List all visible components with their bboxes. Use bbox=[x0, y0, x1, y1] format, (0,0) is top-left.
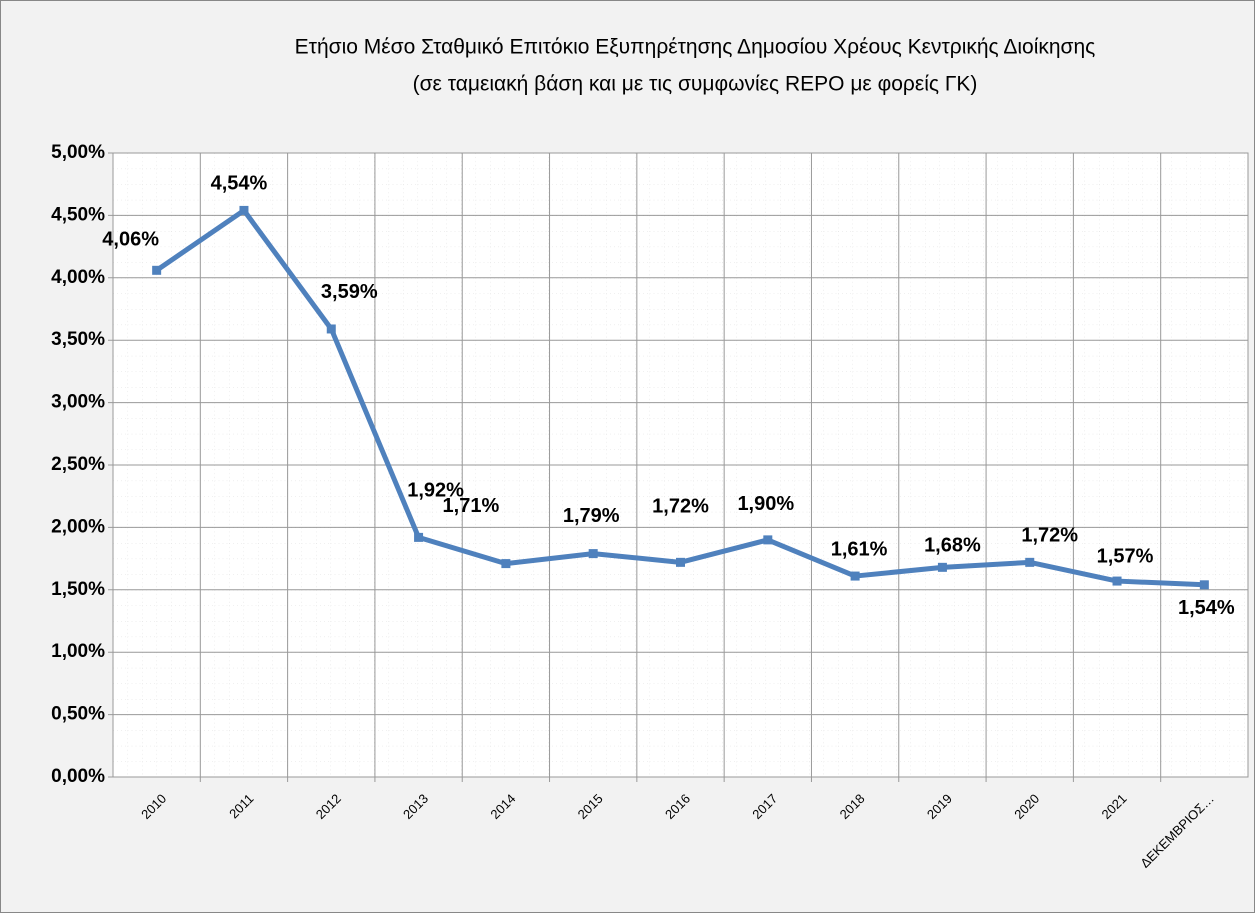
marker bbox=[1199, 580, 1209, 590]
marker bbox=[326, 324, 336, 334]
chart-title: Ετήσιο Μέσο Σταθμικό Επιτόκιο Εξυπηρέτησ… bbox=[295, 36, 1096, 59]
y-tick-label: 2,50% bbox=[51, 454, 105, 475]
data-label: 4,06% bbox=[102, 229, 159, 251]
data-label: 1,54% bbox=[1178, 597, 1235, 619]
marker bbox=[1112, 576, 1122, 586]
y-tick-label: 3,00% bbox=[51, 392, 105, 413]
data-label: 1,90% bbox=[737, 493, 794, 515]
data-label: 1,57% bbox=[1097, 545, 1154, 567]
data-label: 1,92% bbox=[407, 480, 464, 502]
y-tick-label: 1,50% bbox=[51, 579, 105, 600]
marker bbox=[676, 557, 685, 567]
y-tick-label: 2,00% bbox=[51, 516, 105, 537]
marker bbox=[414, 532, 424, 542]
marker bbox=[588, 549, 598, 559]
marker bbox=[763, 535, 773, 545]
marker bbox=[239, 205, 249, 215]
marker bbox=[1025, 557, 1035, 567]
data-label: 1,71% bbox=[443, 495, 500, 517]
marker bbox=[850, 571, 860, 581]
data-label: 4,54% bbox=[211, 173, 268, 195]
y-tick-label: 0,00% bbox=[51, 766, 105, 787]
y-tick-label: 5,00% bbox=[51, 142, 105, 163]
data-label: 1,68% bbox=[924, 535, 981, 557]
data-label: 3,59% bbox=[321, 281, 378, 303]
marker bbox=[937, 562, 947, 572]
marker bbox=[152, 265, 162, 275]
chart-subtitle: (σε ταμειακή βάση και με τις συμφωνίες R… bbox=[413, 73, 978, 96]
y-tick-label: 0,50% bbox=[51, 704, 105, 725]
data-label: 1,72% bbox=[1021, 525, 1078, 547]
y-tick-label: 3,50% bbox=[51, 329, 105, 350]
data-label: 1,72% bbox=[652, 496, 709, 518]
y-tick-label: 4,50% bbox=[51, 204, 105, 225]
marker bbox=[501, 559, 511, 569]
data-label: 1,61% bbox=[831, 538, 888, 560]
y-tick-label: 4,00% bbox=[51, 267, 105, 288]
y-tick-label: 1,00% bbox=[51, 641, 105, 662]
data-label: 1,79% bbox=[563, 505, 620, 527]
